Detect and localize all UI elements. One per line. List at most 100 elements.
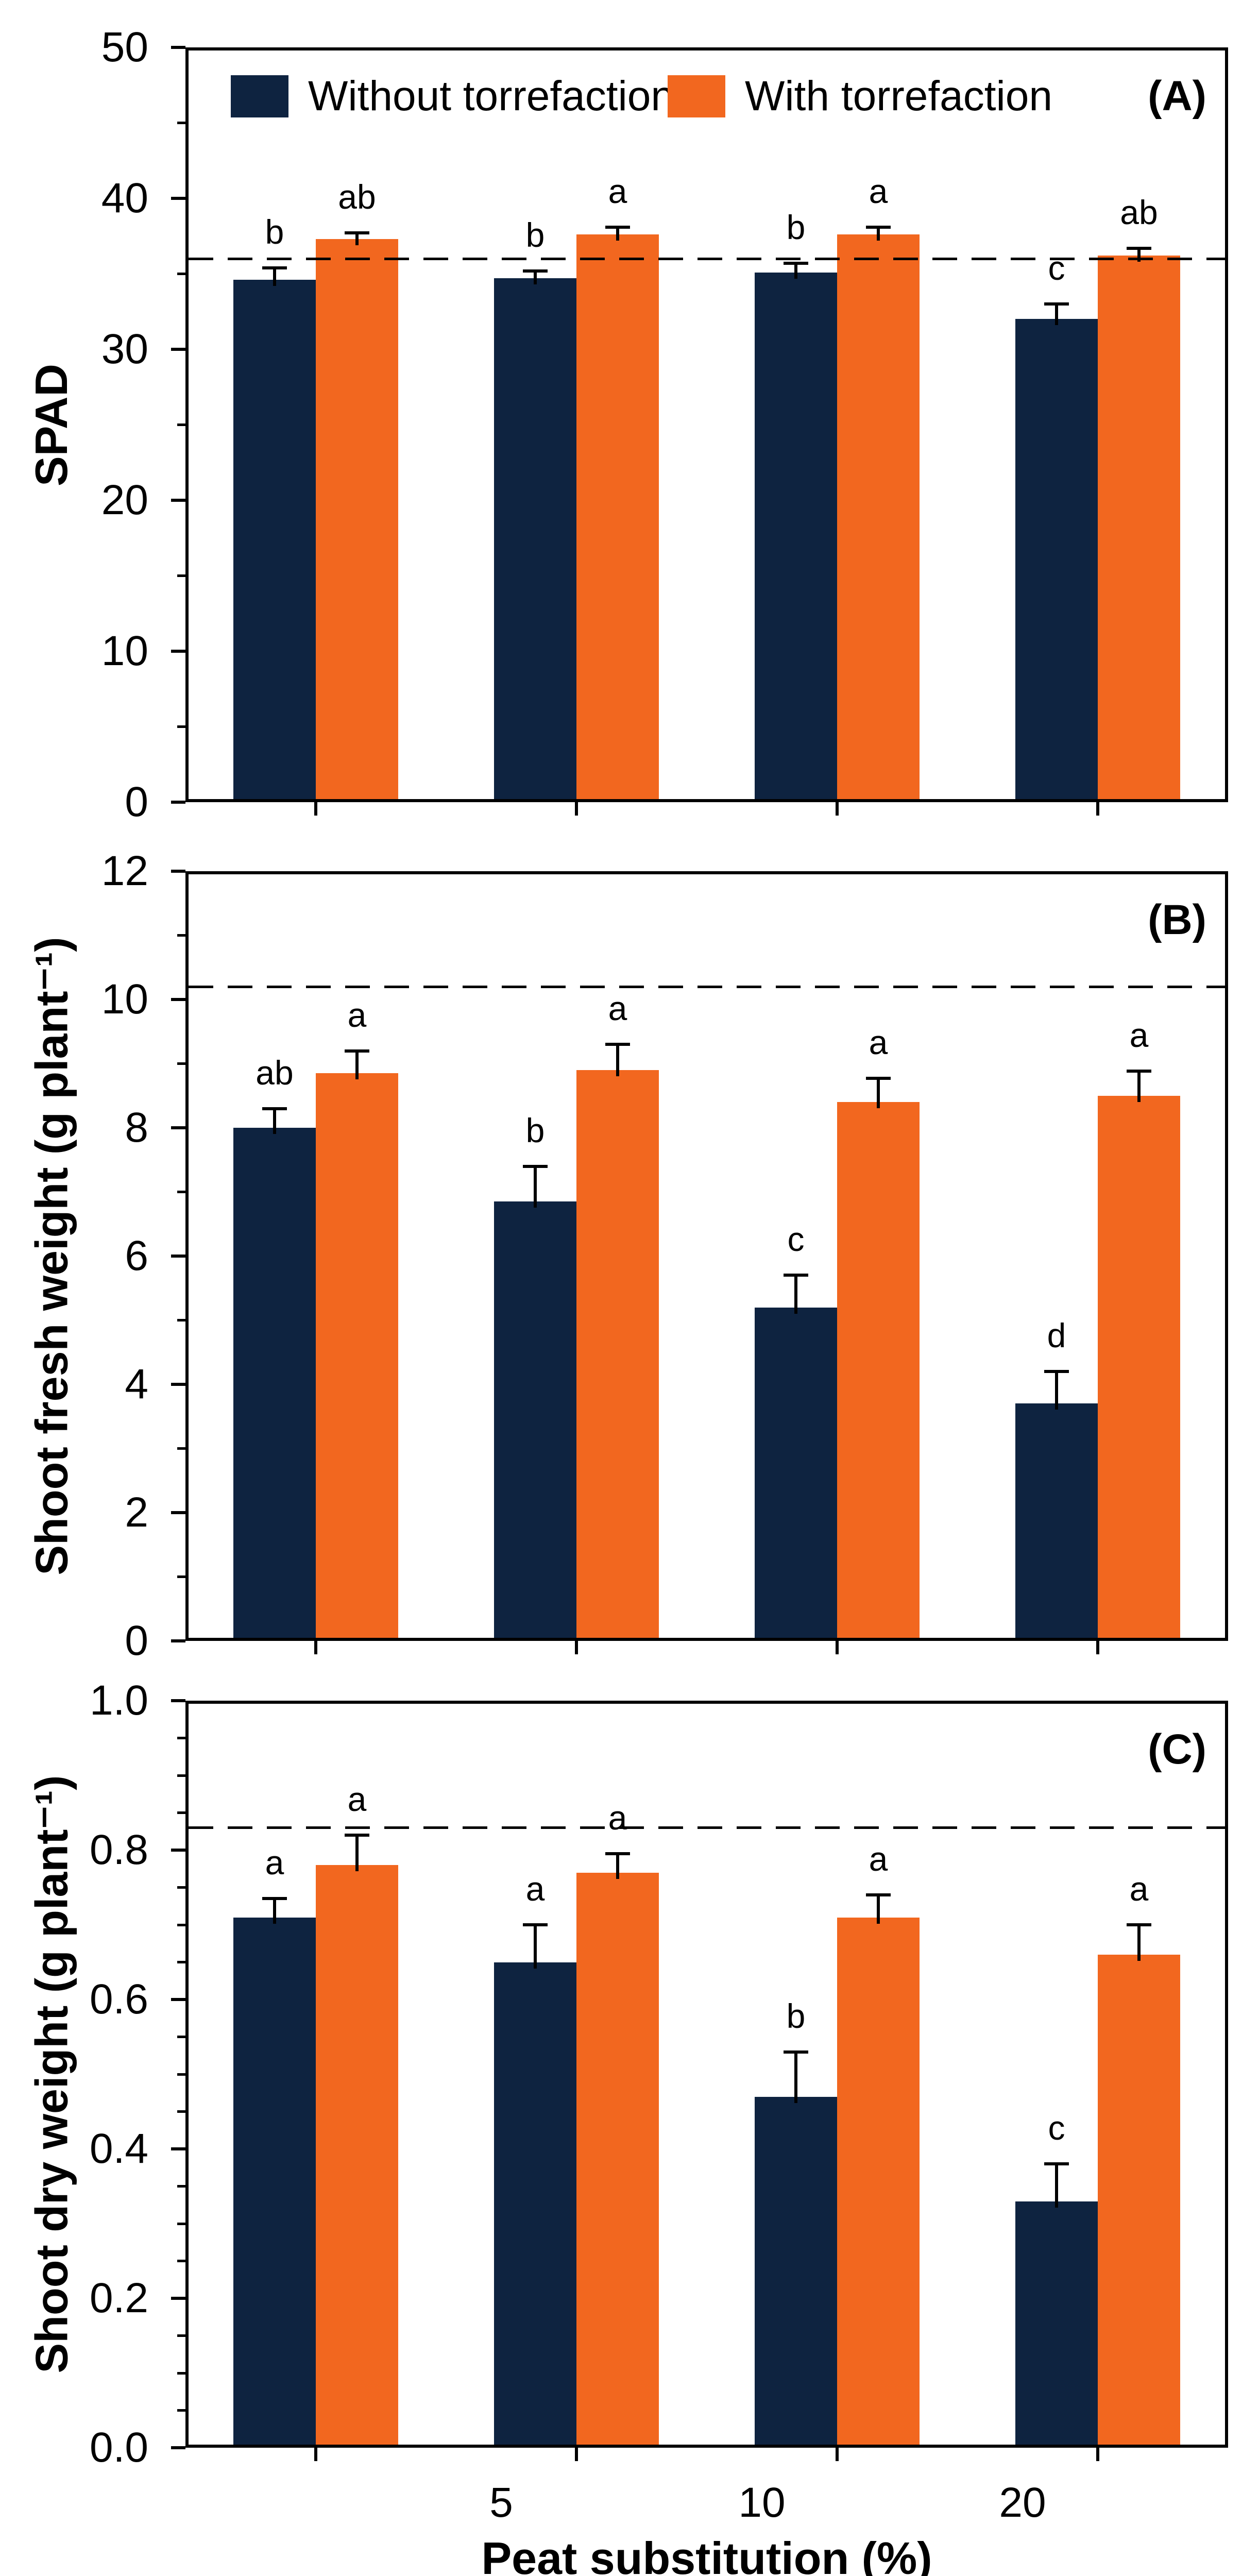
axis-spine-top <box>185 47 1228 50</box>
bar-with-torrefaction <box>316 1073 398 1638</box>
x-tick-label-40: 40 <box>1221 2479 1259 2527</box>
y-major-tick <box>171 2147 185 2150</box>
error-bar-cap <box>345 1049 369 1053</box>
y-minor-tick <box>177 725 185 728</box>
x-tick <box>575 2448 578 2461</box>
y-minor-tick <box>177 2409 185 2412</box>
error-bar-stem <box>355 1835 359 1871</box>
y-minor-tick <box>177 1811 185 1814</box>
y-axis-title-spad: SPAD <box>26 363 77 486</box>
y-minor-tick <box>177 423 185 426</box>
error-bar-stem <box>1137 248 1141 262</box>
x-tick <box>575 802 578 816</box>
x-tick <box>1096 1641 1099 1654</box>
bar-without-torrefaction <box>494 1962 576 2445</box>
error-bar-stem <box>877 1895 880 1924</box>
reference-dashed-line <box>189 985 1225 988</box>
significance-letter: a <box>1129 1016 1149 1055</box>
significance-letter: a <box>347 995 367 1034</box>
bar-without-torrefaction <box>1015 2201 1098 2445</box>
significance-letter: a <box>1129 1870 1149 1908</box>
x-tick-label-5: 5 <box>489 2479 513 2526</box>
error-bar-cap <box>262 266 287 269</box>
error-bar-cap <box>345 1834 369 1837</box>
y-major-tick <box>171 1998 185 2001</box>
error-bar-cap <box>1044 1370 1069 1374</box>
y-major-tick <box>171 998 185 1001</box>
x-tick <box>314 1641 317 1654</box>
y-major-tick <box>171 197 185 200</box>
reference-dashed-line <box>189 1826 1225 1829</box>
panel-label-b: (B) <box>1148 896 1206 943</box>
error-bar-stem <box>1055 304 1058 326</box>
y-major-tick <box>171 2446 185 2449</box>
significance-letter: b <box>525 1111 545 1149</box>
error-bar-cap <box>523 1164 548 1168</box>
y-tick-label: 30 <box>101 326 148 372</box>
significance-letter: a <box>869 172 888 210</box>
plot-area-a: 0 10 20 30 40 50 b b b c ab a a ab <box>101 24 1228 825</box>
legend-label-with-torrefaction: With torrefaction <box>745 73 1052 120</box>
error-bar-cap <box>345 231 369 235</box>
panel-a: SPAD (A) Without torrefaction With torre… <box>26 24 1228 825</box>
bar-with-torrefaction <box>1098 256 1180 799</box>
error-bar-cap <box>1044 2162 1069 2165</box>
bar-without-torrefaction <box>233 1917 316 2445</box>
y-tick-label: 0.4 <box>90 2125 148 2172</box>
error-bar-cap <box>784 1274 808 1277</box>
bar-without-torrefaction <box>1015 319 1098 799</box>
error-bar-cap <box>784 2050 808 2054</box>
significance-letter: c <box>1048 2109 1065 2147</box>
y-major-tick <box>171 1511 185 1514</box>
significance-letter: b <box>786 208 806 246</box>
y-tick-label: 40 <box>101 175 148 222</box>
x-tick <box>1096 802 1099 816</box>
panel-label-c: (C) <box>1148 1726 1206 1773</box>
error-bar-cap <box>523 1923 548 1926</box>
x-tick <box>836 1641 839 1654</box>
bar-without-torrefaction <box>755 1307 837 1638</box>
y-minor-tick <box>177 1737 185 1739</box>
y-tick-label: 50 <box>101 24 148 71</box>
y-tick-label: 12 <box>101 848 148 894</box>
error-bar-stem <box>355 1050 359 1080</box>
bar-with-torrefaction <box>316 239 398 799</box>
y-minor-tick <box>177 1923 185 1926</box>
y-major-tick <box>171 2297 185 2300</box>
error-bar-stem <box>273 267 276 286</box>
y-tick-label: 0.6 <box>90 1976 148 2023</box>
significance-letter: ab <box>338 178 376 216</box>
x-tick <box>314 2448 317 2461</box>
x-tick <box>836 2448 839 2461</box>
x-tick-label-10: 10 <box>738 2479 786 2526</box>
legend-label-without-torrefaction: Without torrefaction <box>308 73 674 120</box>
significance-letter: a <box>608 172 627 210</box>
error-bar-cap <box>1127 1070 1151 1073</box>
error-bar-stem <box>1055 1371 1058 1410</box>
legend-swatch-with-torrefaction <box>668 75 725 117</box>
significance-letter: a <box>869 1023 888 1062</box>
y-major-tick <box>171 348 185 351</box>
y-major-tick <box>171 499 185 502</box>
y-minor-tick <box>177 1961 185 1963</box>
y-tick-label: 8 <box>125 1104 148 1151</box>
y-major-tick <box>171 1699 185 1702</box>
significance-letter: a <box>347 1780 367 1818</box>
error-bar-cap <box>605 1043 630 1046</box>
y-minor-tick <box>177 1447 185 1450</box>
bar-without-torrefaction <box>494 278 576 799</box>
reference-dashed-line <box>189 257 1225 260</box>
significance-letter: a <box>525 1870 545 1908</box>
error-bar-cap <box>523 269 548 273</box>
y-minor-tick <box>177 2260 185 2262</box>
significance-letter: c <box>787 1220 805 1259</box>
axis-spine-bottom <box>185 799 1228 802</box>
significance-letter: a <box>608 1799 627 1837</box>
y-tick-label: 6 <box>125 1232 148 1279</box>
plot-area-b: 0 2 4 6 8 10 12 ab b c d a a a a <box>101 848 1228 1664</box>
y-major-tick <box>171 870 185 873</box>
y-tick-label: 1.0 <box>90 1677 148 1724</box>
error-bar-cap <box>1127 246 1151 250</box>
y-tick-label: 0 <box>125 778 148 825</box>
y-minor-tick <box>177 1886 185 1889</box>
